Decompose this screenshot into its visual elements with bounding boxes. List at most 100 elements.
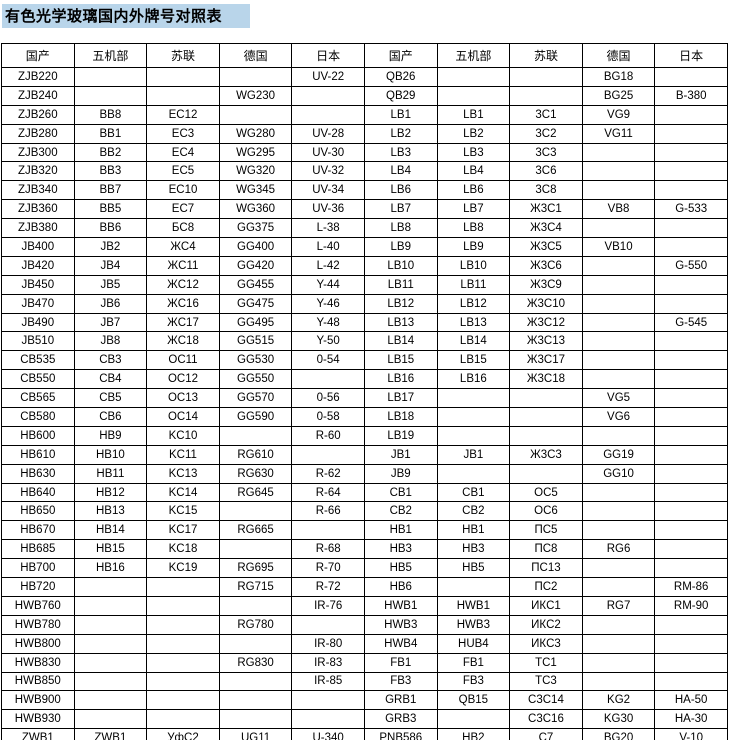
glass-code-cell: ПC8 <box>509 539 583 560</box>
table-row: CB580 CB6 OC14 GG590 0-58 LB18 VG6 <box>1 407 728 427</box>
glass-code-cell <box>581 312 656 333</box>
glass-code-cell <box>581 293 656 314</box>
glass-code-cell: ZWB1 <box>1 728 75 740</box>
glass-code-cell <box>146 577 220 597</box>
glass-code-cell <box>73 633 148 654</box>
glass-code-cell <box>291 690 365 711</box>
glass-code-cell <box>581 633 656 654</box>
glass-code-cell: BG18 <box>581 67 656 87</box>
glass-code-cell: ZJB380 <box>1 218 75 239</box>
glass-code-cell: HUB4 <box>436 633 511 654</box>
glass-code-cell: EC3 <box>146 123 220 144</box>
glass-code-cell <box>218 104 293 125</box>
glass-code-cell: LB14 <box>363 331 438 352</box>
glass-code-cell <box>581 671 656 692</box>
glass-code-cell: VG6 <box>581 407 656 427</box>
glass-code-cell: HA-50 <box>654 690 728 711</box>
glass-code-cell: GG550 <box>218 369 293 390</box>
glass-code-cell: HWB930 <box>1 709 75 730</box>
table-row: JB470 JB6 ЖC16 GG475 Y-46 LB12 LB12 Ж3C10 <box>1 293 728 314</box>
glass-code-cell: L-38 <box>291 218 365 239</box>
column-header-fifth-ministry-2: 五机部 <box>436 43 511 68</box>
glass-code-cell: TC3 <box>509 671 583 692</box>
glass-code-cell: GG420 <box>218 255 293 276</box>
glass-code-cell: LB8 <box>363 218 438 239</box>
glass-code-cell <box>146 652 220 673</box>
glass-code-cell: LB6 <box>436 180 511 201</box>
glass-code-cell: HWB4 <box>363 633 438 654</box>
glass-code-cell: QB15 <box>436 690 511 711</box>
glass-code-cell: PNB586 <box>363 728 438 740</box>
glass-code-cell: ЖC16 <box>146 293 220 314</box>
column-header-germany-1: 德国 <box>218 43 293 68</box>
glass-code-cell: Ж3C5 <box>509 237 583 257</box>
glass-code-cell: 0-58 <box>291 407 365 427</box>
glass-code-cell: Ж3C13 <box>509 331 583 352</box>
table-row: ZJB280 BB1 EC3 WG280 UV-28 LB2 LB2 3C2 VG11 <box>1 123 728 144</box>
glass-code-cell: LB13 <box>363 312 438 333</box>
column-header-germany-2: 德国 <box>581 43 656 68</box>
table-row: HB600 HB9 KC10 R-60 LB19 <box>1 425 728 446</box>
glass-code-cell <box>654 274 728 295</box>
glass-code-cell <box>654 463 728 484</box>
glass-code-cell: 3C8 <box>509 180 583 201</box>
glass-code-cell: JB6 <box>73 293 148 314</box>
glass-code-cell <box>146 67 220 87</box>
glass-code-cell: JB9 <box>363 463 438 484</box>
glass-code-cell: Ж3C6 <box>509 255 583 276</box>
glass-code-cell <box>654 142 728 163</box>
glass-code-cell: GG455 <box>218 274 293 295</box>
glass-code-cell: ЖC18 <box>146 331 220 352</box>
glass-code-cell: JB1 <box>363 444 438 465</box>
table-row: CB565 CB5 OC13 GG570 0-56 LB17 VG5 <box>1 388 728 409</box>
glass-code-cell <box>509 425 583 446</box>
glass-code-cell <box>654 539 728 560</box>
glass-code-cell <box>509 463 583 484</box>
glass-code-cell: LB1 <box>436 104 511 125</box>
glass-code-cell: G-533 <box>654 199 728 220</box>
glass-code-cell: VB10 <box>581 237 656 257</box>
glass-code-cell: WG360 <box>218 199 293 220</box>
glass-code-cell: R-72 <box>291 577 365 597</box>
glass-code-cell: HWB850 <box>1 671 75 692</box>
glass-code-cell <box>581 350 656 371</box>
glass-code-cell: L-40 <box>291 237 365 257</box>
glass-code-cell: БC8 <box>146 218 220 239</box>
glass-code-cell: R-60 <box>291 425 365 446</box>
page-title: 有色光学玻璃国内外牌号对照表 <box>2 4 251 28</box>
glass-code-cell: HB670 <box>1 520 75 541</box>
glass-code-cell <box>291 369 365 390</box>
glass-code-cell: LB15 <box>436 350 511 371</box>
glass-code-cell: R-66 <box>291 501 365 522</box>
glass-code-cell: LB11 <box>363 274 438 295</box>
glass-code-cell <box>436 709 511 730</box>
glass-code-cell: LB16 <box>363 369 438 390</box>
glass-code-cell: ИКC1 <box>509 595 583 616</box>
glass-code-cell <box>581 577 656 597</box>
glass-code-cell <box>436 463 511 484</box>
glass-code-cell <box>218 671 293 692</box>
glass-code-cell <box>654 388 728 409</box>
glass-code-cell: LB3 <box>363 142 438 163</box>
glass-code-cell: KC10 <box>146 425 220 446</box>
glass-code-cell <box>581 614 656 635</box>
glass-code-cell <box>654 425 728 446</box>
table-row: CB535 CB3 OC11 GG530 0-54 LB15 LB15 Ж3C17 <box>1 350 728 371</box>
glass-code-cell: LB2 <box>436 123 511 144</box>
glass-code-cell: HB2 <box>436 728 511 740</box>
glass-code-cell: UV-28 <box>291 123 365 144</box>
table-row: JB400 JB2 ЖC4 GG400 L-40 LB9 LB9 Ж3C5 VB10 <box>1 237 728 257</box>
table-row: HB700 HB16 KC19 RG695 R-70 HB5 HB5 ПC13 <box>1 558 728 579</box>
glass-code-cell: ZWB1 <box>73 728 148 740</box>
table-row: HB650 HB13 KC15 R-66 CB2 CB2 OC6 <box>1 501 728 522</box>
glass-code-cell: LB16 <box>436 369 511 390</box>
glass-code-cell: HB16 <box>73 558 148 579</box>
glass-code-cell: CB6 <box>73 407 148 427</box>
glass-code-cell: CB580 <box>1 407 75 427</box>
glass-code-cell: Ж3C9 <box>509 274 583 295</box>
table-row: HWB780 RG780 HWB3 HWB3 ИКC2 <box>1 614 728 635</box>
table-body: ZJB220 UV-22 QB26 BG18 ZJB240 WG230 QB29 BG25 B-… <box>1 67 728 740</box>
glass-code-cell: EC5 <box>146 161 220 182</box>
glass-code-cell: OC5 <box>509 482 583 503</box>
glass-code-cell: Y-46 <box>291 293 365 314</box>
